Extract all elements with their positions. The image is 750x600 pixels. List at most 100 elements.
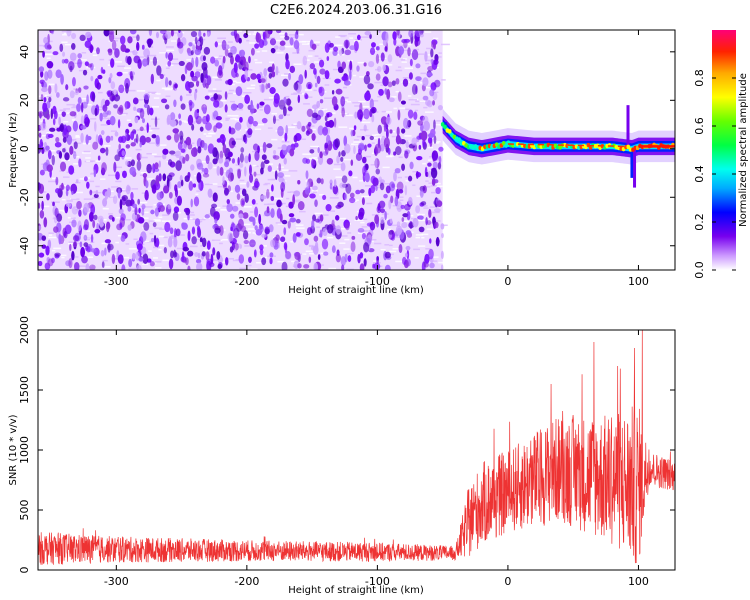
noise-speckle	[317, 147, 320, 154]
noise-streak	[380, 248, 386, 251]
noise-streak	[111, 186, 119, 188]
noise-speckle	[86, 94, 89, 105]
noise-speckle	[216, 165, 221, 176]
noise-speckle	[259, 83, 266, 94]
noise-streak	[70, 138, 77, 141]
noise-speckle	[355, 152, 363, 161]
noise-speckle	[191, 236, 197, 245]
noise-speckle	[418, 144, 422, 150]
noise-speckle	[174, 188, 179, 198]
noise-speckle	[85, 263, 90, 270]
noise-speckle	[317, 125, 324, 136]
noise-streak	[227, 41, 233, 43]
noise-speckle	[244, 136, 248, 144]
noise-streak	[291, 260, 296, 263]
noise-speckle	[136, 41, 140, 51]
noise-speckle	[253, 171, 257, 177]
noise-streak	[63, 121, 69, 123]
noise-speckle	[384, 264, 391, 270]
noise-speckle	[437, 104, 443, 111]
noise-speckle	[363, 62, 367, 67]
noise-streak	[412, 48, 420, 51]
noise-streak	[358, 232, 366, 234]
noise-speckle	[277, 125, 284, 137]
noise-speckle	[225, 44, 230, 50]
noise-streak	[143, 206, 153, 208]
noise-streak	[331, 112, 336, 114]
noise-speckle	[263, 159, 270, 164]
noise-speckle	[92, 92, 96, 103]
noise-speckle	[121, 264, 126, 270]
noise-speckle	[102, 198, 108, 207]
noise-speckle	[83, 219, 89, 231]
noise-speckle	[326, 134, 331, 146]
noise-speckle	[143, 222, 150, 231]
noise-speckle	[72, 120, 79, 132]
noise-speckle	[239, 162, 244, 168]
noise-streak	[353, 141, 361, 143]
noise-streak	[407, 95, 412, 97]
noise-streak	[115, 180, 122, 183]
noise-streak	[307, 55, 313, 57]
noise-speckle	[226, 198, 230, 205]
noise-speckle	[369, 108, 373, 118]
noise-speckle	[69, 145, 74, 155]
noise-streak	[122, 219, 131, 221]
noise-speckle	[77, 220, 82, 232]
noise-streak	[327, 236, 334, 239]
noise-streak	[232, 259, 239, 262]
noise-speckle	[333, 117, 337, 128]
noise-streak	[304, 59, 310, 61]
noise-speckle	[404, 150, 409, 159]
noise-streak	[385, 111, 392, 113]
noise-speckle	[43, 217, 48, 228]
noise-streak	[124, 67, 132, 69]
noise-speckle	[162, 148, 169, 155]
noise-speckle	[431, 150, 439, 161]
noise-streak	[242, 223, 251, 226]
noise-speckle	[361, 197, 365, 206]
noise-speckle	[250, 99, 253, 110]
noise-streak	[284, 45, 293, 48]
noise-speckle	[429, 262, 435, 269]
noise-speckle	[185, 81, 191, 91]
noise-speckle	[175, 228, 181, 237]
noise-speckle	[363, 258, 367, 267]
noise-streak	[309, 245, 314, 248]
noise-streak	[73, 163, 80, 165]
noise-streak	[235, 81, 242, 84]
noise-streak	[62, 210, 67, 213]
noise-speckle	[283, 227, 287, 236]
noise-streak	[341, 235, 348, 237]
noise-streak	[103, 145, 111, 147]
noise-streak	[305, 180, 309, 182]
noise-speckle	[190, 164, 195, 171]
noise-speckle	[302, 55, 308, 66]
noise-streak	[208, 93, 213, 95]
noise-speckle	[385, 128, 389, 139]
noise-speckle	[180, 74, 186, 82]
noise-speckle	[182, 246, 190, 252]
noise-speckle	[167, 159, 173, 166]
noise-streak	[59, 254, 67, 257]
noise-speckle	[332, 184, 339, 195]
noise-speckle	[234, 122, 242, 131]
noise-streak	[345, 114, 353, 117]
noise-streak	[399, 199, 404, 202]
noise-streak	[263, 183, 268, 186]
noise-streak	[298, 41, 306, 43]
noise-speckle	[251, 199, 256, 205]
noise-streak	[312, 128, 316, 131]
noise-speckle	[102, 104, 108, 112]
noise-streak	[421, 233, 429, 236]
noise-speckle	[119, 222, 123, 229]
noise-speckle	[252, 143, 259, 151]
noise-speckle	[136, 264, 142, 270]
noise-speckle	[181, 222, 188, 230]
noise-streak	[420, 72, 426, 75]
noise-streak	[281, 141, 290, 143]
noise-speckle	[111, 253, 116, 265]
noise-streak	[252, 164, 257, 167]
noise-speckle	[313, 235, 319, 242]
